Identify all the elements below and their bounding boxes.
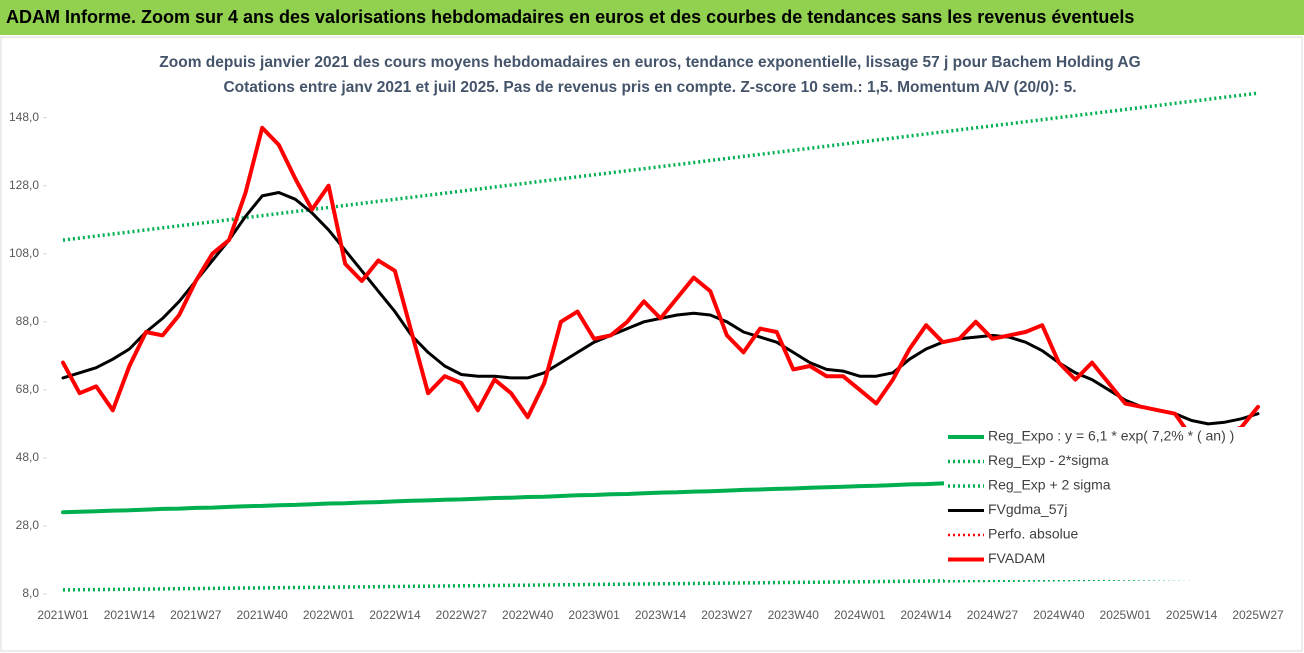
x-tick-label: 2022W27 (436, 608, 488, 622)
x-tick-label: 2024W14 (900, 608, 952, 622)
x-tick-label: 2021W40 (236, 608, 288, 622)
legend-label: Reg_Exp + 2 sigma (988, 477, 1111, 493)
x-tick-label: 2021W27 (170, 608, 222, 622)
chart-subtitle: Zoom depuis janvier 2021 des cours moyen… (159, 54, 1140, 71)
x-tick-label: 2024W01 (834, 608, 886, 622)
legend-label: Reg_Exp - 2*sigma (988, 452, 1109, 468)
y-tick-label: 108,0 (9, 246, 39, 260)
x-tick-label: 2021W14 (104, 608, 156, 622)
legend-label: FVADAM (988, 550, 1045, 566)
x-tick-label: 2025W01 (1100, 608, 1152, 622)
x-tick-label: 2023W27 (701, 608, 753, 622)
page-title: ADAM Informe. Zoom sur 4 ans des valoris… (0, 0, 1304, 35)
x-tick-label: 2022W01 (303, 608, 355, 622)
series-line (62, 91, 1259, 242)
x-tick-label: 2023W01 (568, 608, 620, 622)
y-tick-label: 88,0 (16, 314, 40, 328)
y-tick-label: 48,0 (16, 450, 40, 464)
x-tick-label: 2022W14 (369, 608, 421, 622)
chart: Zoom depuis janvier 2021 des cours moyen… (0, 36, 1303, 652)
x-tick-label: 2025W27 (1232, 608, 1284, 622)
y-tick-label: 28,0 (16, 518, 40, 532)
x-tick-label: 2025W14 (1166, 608, 1218, 622)
x-tick-label: 2024W40 (1033, 608, 1085, 622)
legend-label: Perfo. absolue (988, 526, 1078, 542)
y-tick-label: 148,0 (9, 110, 39, 124)
y-tick-label: 128,0 (9, 178, 39, 192)
x-tick-label: 2024W27 (967, 608, 1019, 622)
chart-subtitle: Cotations entre janv 2021 et juil 2025. … (223, 79, 1076, 96)
legend-label: Reg_Expo : y = 6,1 * exp( 7,2% * ( an) ) (988, 428, 1234, 444)
series-line (61, 125, 1260, 447)
x-tick-label: 2023W40 (768, 608, 820, 622)
legend-label: FVgdma_57j (988, 501, 1067, 517)
x-tick-label: 2021W01 (37, 608, 89, 622)
x-tick-label: 2023W14 (635, 608, 687, 622)
y-tick-label: 8,0 (22, 586, 39, 600)
x-tick-label: 2022W40 (502, 608, 554, 622)
legend-box (944, 427, 1260, 580)
y-tick-label: 68,0 (16, 382, 40, 396)
